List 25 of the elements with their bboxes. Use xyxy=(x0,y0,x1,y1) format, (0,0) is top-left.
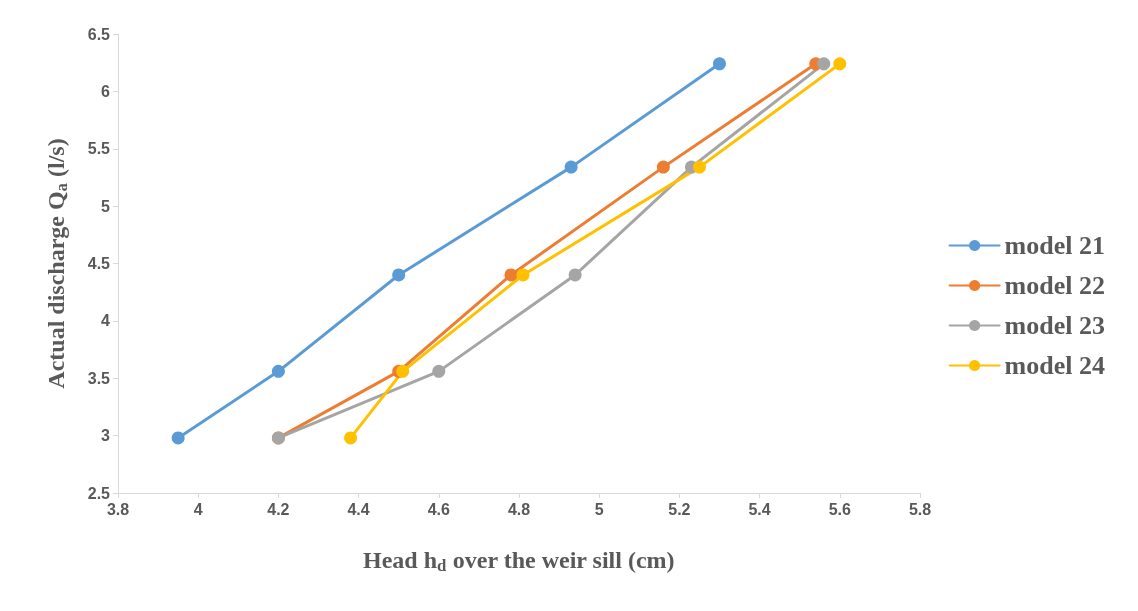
x-tick-label: 4.4 xyxy=(347,500,370,518)
y-tick-label: 5 xyxy=(101,197,111,215)
y-tick-label: 6 xyxy=(101,82,111,100)
x-tick-label: 4 xyxy=(193,500,203,518)
x-tick-label: 5 xyxy=(594,500,604,518)
y-tick-label: 3 xyxy=(101,427,111,445)
y-tick-label: 3.5 xyxy=(87,369,111,387)
y-tick-label: 5.5 xyxy=(87,140,111,158)
x-tick-label: 4.8 xyxy=(507,500,531,518)
x-tick-label: 5.4 xyxy=(748,500,771,518)
y-tick-label: 4.5 xyxy=(87,255,111,272)
x-tick-label: 5.6 xyxy=(828,500,852,518)
legend-label: model 23 xyxy=(1004,311,1106,340)
x-tick-label: 5.2 xyxy=(668,500,691,518)
x-tick-label: 5.8 xyxy=(908,500,932,518)
x-tick-label: 4.6 xyxy=(427,500,451,518)
legend-label: model 21 xyxy=(1004,231,1106,260)
x-tick-label: 3.8 xyxy=(106,500,130,518)
y-tick-label: 4 xyxy=(101,312,111,330)
x-tick-label: 4.2 xyxy=(267,500,290,518)
y-axis-title: Actual discharge Qa (l/s) xyxy=(42,138,71,389)
legend-label: model 22 xyxy=(1004,271,1106,300)
y-tick-label: 6.5 xyxy=(87,25,111,43)
y-tick-label: 2.5 xyxy=(87,484,111,502)
legend-label: model 24 xyxy=(1004,351,1106,380)
